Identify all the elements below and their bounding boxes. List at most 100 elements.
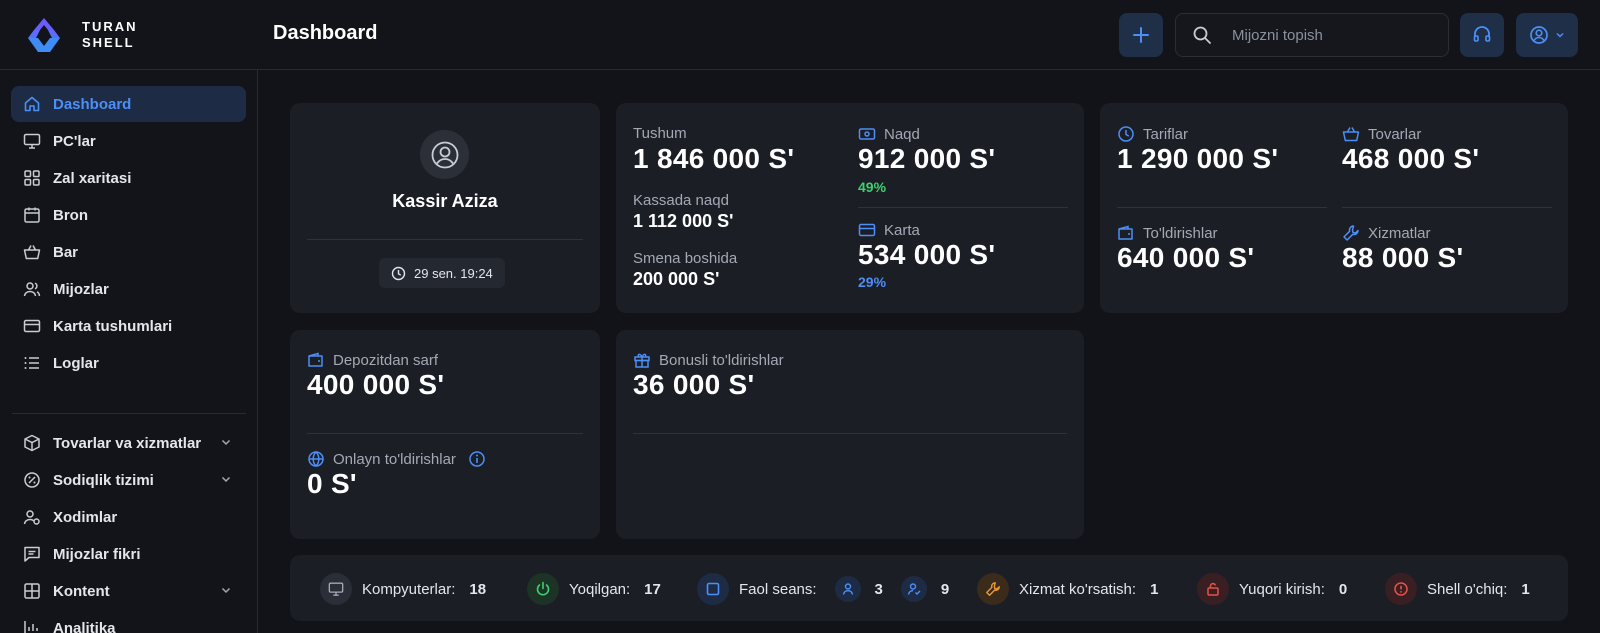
monitor-icon	[320, 573, 352, 605]
square-icon	[697, 573, 729, 605]
services-label-text: Xizmatlar	[1368, 224, 1431, 242]
divider	[1117, 207, 1327, 208]
content-icon	[24, 583, 40, 599]
online-topups-label-text: Onlayn to'ldirishlar	[333, 450, 456, 468]
users-icon	[23, 282, 41, 297]
card-value: 534 000 S'	[858, 239, 996, 270]
stat-computers[interactable]: Kompyuterlar: 18	[320, 573, 486, 605]
sidebar-item-feedback[interactable]: Mijozlar fikri	[11, 536, 246, 572]
chevron-down-icon	[1556, 32, 1564, 38]
home-icon	[24, 96, 40, 112]
stat-shell-off[interactable]: Shell o'chiq: 1	[1385, 573, 1530, 605]
client-search[interactable]	[1175, 13, 1449, 57]
sidebar-item-label: Sodiqlik tizimi	[53, 471, 154, 489]
add-button[interactable]	[1119, 13, 1163, 57]
sidebar-item-label: Analitika	[53, 619, 116, 633]
bonus-topups-value: 36 000 S'	[633, 369, 755, 400]
clock-icon	[391, 266, 406, 280]
sidebar-divider	[12, 413, 246, 414]
cash-in-register-value: 1 112 000 S'	[633, 211, 734, 231]
stat-computers-value: 18	[469, 580, 487, 598]
sidebar-item-bar[interactable]: Bar	[11, 234, 246, 270]
bonus-topups-label: Bonusli to'ldirishlar	[633, 351, 784, 369]
brand-logo[interactable]: TURAN SHELL	[24, 16, 138, 54]
sidebar-item-label: Mijozlar fikri	[53, 545, 141, 563]
chevron-down-icon	[221, 587, 231, 594]
sidebar-item-label: PC'lar	[53, 132, 96, 150]
sidebar-item-goods-services[interactable]: Tovarlar va xizmatlar	[11, 425, 246, 461]
sidebar-item-content[interactable]: Kontent	[11, 573, 246, 609]
cash-icon	[858, 128, 876, 140]
monitor-icon	[23, 133, 41, 149]
deposit-spend-label-text: Depozitdan sarf	[333, 351, 439, 369]
basket-icon	[23, 245, 41, 260]
loyalty-icon	[24, 472, 40, 488]
sidebar-item-pcs[interactable]: PC'lar	[11, 123, 246, 159]
divider	[307, 433, 583, 434]
cashier-profile-card: Kassir Aziza 29 sen. 19:24	[290, 103, 600, 313]
avatar[interactable]	[420, 130, 469, 179]
gift-icon	[634, 353, 650, 368]
user-icon	[834, 576, 861, 602]
sidebar-item-label: Xodimlar	[53, 508, 118, 526]
tariffs-label: Tariflar	[1117, 125, 1188, 143]
user-circle-icon	[1530, 26, 1548, 44]
cash-label: Naqd	[858, 125, 920, 143]
card-label-text: Karta	[884, 221, 920, 239]
shift-start-value: 200 000 S'	[633, 269, 720, 289]
brand-line-2: SHELL	[82, 35, 135, 50]
sidebar-item-hall-map[interactable]: Zal xaritasi	[11, 160, 246, 196]
topups-label: To'ldirishlar	[1117, 224, 1218, 242]
sidebar-item-card-payments[interactable]: Karta tushumlari	[11, 308, 246, 344]
cash-percent: 49%	[858, 179, 887, 195]
search-icon	[1193, 26, 1211, 44]
stat-active-guests-value: 9	[940, 580, 950, 598]
total-revenue-value: 1 846 000 S'	[633, 143, 795, 174]
divider	[1342, 207, 1552, 208]
shift-time-badge: 29 sen. 19:24	[379, 258, 505, 288]
stat-elevated-access-value: 0	[1338, 580, 1348, 598]
support-button[interactable]	[1460, 13, 1504, 57]
sidebar-item-logs[interactable]: Loglar	[11, 345, 246, 381]
divider	[858, 207, 1068, 208]
box-icon	[24, 434, 40, 452]
stat-elevated-access[interactable]: Yuqori kirish: 0	[1197, 573, 1347, 605]
stat-computers-label: Kompyuterlar:	[362, 580, 456, 598]
calendar-icon	[24, 207, 40, 223]
sidebar-item-loyalty[interactable]: Sodiqlik tizimi	[11, 462, 246, 498]
goods-label: Tovarlar	[1342, 125, 1421, 143]
sidebar-item-dashboard[interactable]: Dashboard	[11, 86, 246, 122]
search-input[interactable]	[1232, 26, 1432, 44]
plus-icon	[1133, 27, 1149, 43]
total-revenue-label: Tushum	[633, 125, 687, 142]
sidebar-item-label: Karta tushumlari	[53, 317, 173, 335]
chevron-down-icon	[221, 476, 231, 483]
bonus-card: Bonusli to'ldirishlar 36 000 S'	[616, 330, 1084, 539]
online-topups-label: Onlayn to'ldirishlar	[307, 450, 486, 468]
stat-maintenance[interactable]: Xizmat ko'rsatish: 1	[977, 573, 1158, 605]
stat-maintenance-label: Xizmat ko'rsatish:	[1019, 580, 1137, 598]
feedback-icon	[24, 546, 40, 562]
sidebar-item-label: Tovarlar va xizmatlar	[53, 434, 202, 452]
card-label: Karta	[858, 221, 920, 239]
stat-active-sessions[interactable]: Faol seans: 3 9	[697, 573, 949, 605]
shift-start-label: Smena boshida	[633, 250, 738, 267]
sidebar-item-label: Zal xaritasi	[53, 169, 132, 187]
shift-time: 29 sen. 19:24	[414, 265, 493, 281]
top-bar: TURAN SHELL Dashboard	[0, 0, 1600, 70]
online-topups-value: 0 S'	[307, 468, 357, 499]
sidebar-item-staff[interactable]: Xodimlar	[11, 499, 246, 535]
wrench-icon	[1343, 225, 1359, 241]
chevron-down-icon	[221, 439, 231, 446]
sidebar-item-clients[interactable]: Mijozlar	[11, 271, 246, 307]
info-icon[interactable]	[468, 450, 486, 468]
topups-label-text: To'ldirishlar	[1143, 224, 1218, 242]
globe-icon	[308, 450, 324, 468]
sidebar-item-booking[interactable]: Bron	[11, 197, 246, 233]
goods-value: 468 000 S'	[1342, 143, 1480, 174]
stat-powered-on[interactable]: Yoqilgan: 17	[527, 573, 661, 605]
user-menu-button[interactable]	[1516, 13, 1578, 57]
sidebar-item-analytics[interactable]: Analitika	[11, 610, 246, 633]
topups-value: 640 000 S'	[1117, 242, 1255, 273]
list-icon	[24, 357, 39, 369]
